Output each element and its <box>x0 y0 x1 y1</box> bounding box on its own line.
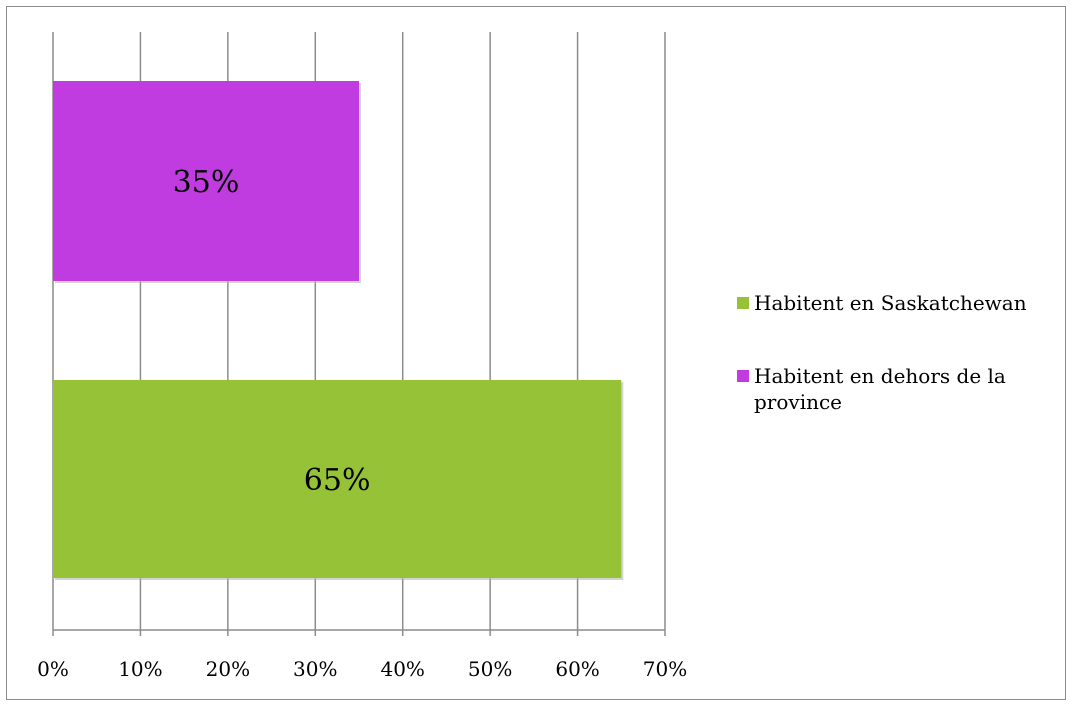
bars: 65% 35% <box>53 81 624 580</box>
bar <box>53 81 359 281</box>
x-axis: 0% 10% 20% 30% 40% 50% 60% 70% <box>37 629 687 681</box>
legend-swatch <box>737 370 749 382</box>
x-tick-label: 0% <box>37 657 69 681</box>
bar-data-label: 35% <box>173 165 240 200</box>
x-tick-label: 30% <box>293 657 337 681</box>
legend-swatch <box>737 297 749 309</box>
x-tick-label: 20% <box>206 657 250 681</box>
legend-item: Habitent en dehors de la province <box>737 364 1006 414</box>
x-tick-label: 60% <box>555 657 599 681</box>
legend-item: Habitent en Saskatchewan <box>737 291 1027 315</box>
x-tick-label: 70% <box>643 657 687 681</box>
bar <box>53 380 622 578</box>
x-tick-label: 10% <box>118 657 162 681</box>
legend: Habitent en Saskatchewan Habitent en deho… <box>737 291 1027 414</box>
x-tick-label: 40% <box>380 657 424 681</box>
x-tick-label: 50% <box>468 657 512 681</box>
legend-label: Habitent en Saskatchewan <box>754 291 1027 315</box>
bar-data-label: 65% <box>304 463 371 498</box>
legend-label: Habitent en dehors de la province <box>754 364 1006 414</box>
